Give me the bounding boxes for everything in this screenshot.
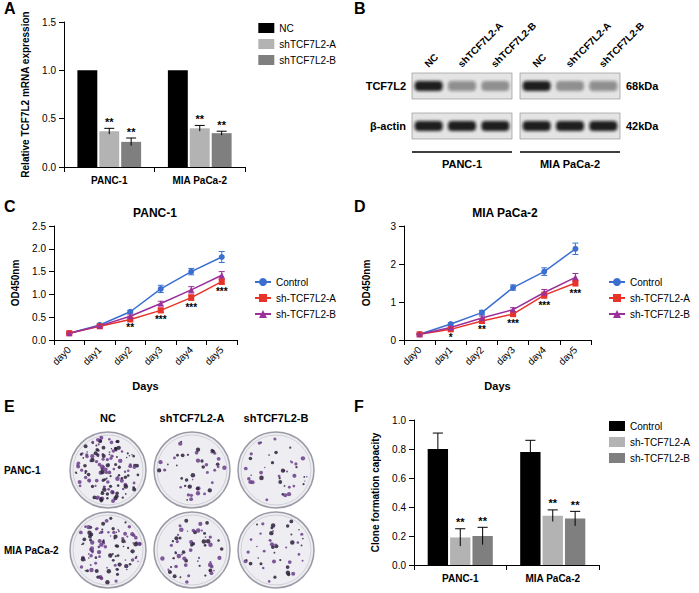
svg-text:NC: NC: [530, 51, 548, 69]
svg-text:NC: NC: [279, 23, 293, 34]
svg-text:**: **: [478, 515, 487, 527]
svg-text:shTCF7L2-A: shTCF7L2-A: [160, 412, 225, 424]
svg-text:***: ***: [155, 314, 167, 325]
html-text:C: C: [4, 198, 16, 215]
svg-text:MIA PaCa-2: MIA PaCa-2: [540, 158, 600, 170]
svg-text:day2: day2: [463, 344, 486, 367]
svg-text:68kDa: 68kDa: [626, 80, 659, 92]
svg-text:day5: day5: [556, 344, 579, 367]
svg-text:OD450nm: OD450nm: [361, 260, 372, 307]
svg-text:MIA PaCa-2: MIA PaCa-2: [525, 573, 580, 584]
svg-text:day3: day3: [494, 344, 517, 367]
svg-text:***: ***: [185, 302, 197, 313]
svg-text:0.2: 0.2: [392, 531, 406, 542]
svg-text:MIA PaCa-2: MIA PaCa-2: [472, 206, 538, 220]
svg-text:shTCF7L2-B: shTCF7L2-B: [597, 20, 646, 69]
svg-text:Days: Days: [132, 380, 158, 392]
svg-text:NC: NC: [422, 51, 440, 69]
svg-text:**: **: [127, 126, 136, 138]
html-text:D: D: [354, 198, 366, 215]
svg-text:0.0: 0.0: [392, 560, 406, 571]
svg-text:0.4: 0.4: [392, 502, 406, 513]
svg-text:1.0: 1.0: [42, 65, 56, 76]
svg-text:shTCF7L2-B: shTCF7L2-B: [489, 20, 539, 70]
svg-text:42kDa: 42kDa: [626, 120, 659, 132]
svg-text:**: **: [126, 322, 134, 333]
svg-text:**: **: [571, 499, 580, 511]
svg-text:1.0: 1.0: [32, 289, 46, 300]
svg-text:day1: day1: [81, 344, 104, 367]
svg-text:3: 3: [390, 221, 396, 232]
svg-text:1.5: 1.5: [32, 266, 46, 277]
svg-text:day4: day4: [172, 344, 195, 367]
svg-text:0.5: 0.5: [32, 312, 46, 323]
svg-text:sh-TCF7L2-B: sh-TCF7L2-B: [276, 309, 336, 320]
svg-text:0.0: 0.0: [32, 335, 46, 346]
html-text:B: B: [354, 0, 366, 17]
svg-text:OD450nm: OD450nm: [10, 260, 21, 307]
svg-text:**: **: [548, 497, 557, 509]
svg-text:0.5: 0.5: [42, 113, 56, 124]
svg-text:Control: Control: [276, 277, 308, 288]
svg-text:day4: day4: [525, 344, 548, 367]
svg-text:1: 1: [390, 297, 396, 308]
svg-text:**: **: [217, 119, 226, 131]
svg-text:*: *: [449, 332, 453, 343]
svg-text:Control: Control: [630, 421, 662, 432]
svg-text:2.5: 2.5: [32, 221, 46, 232]
svg-text:1.0: 1.0: [392, 415, 406, 426]
svg-text:day0: day0: [50, 344, 73, 367]
svg-text:***: ***: [538, 300, 550, 311]
svg-text:day0: day0: [400, 344, 423, 367]
html-text:A: A: [4, 0, 16, 17]
svg-text:**: **: [105, 116, 114, 128]
svg-text:0.0: 0.0: [42, 162, 56, 173]
svg-text:day1: day1: [432, 344, 455, 367]
svg-text:shTCF7L2-A: shTCF7L2-A: [279, 39, 336, 50]
svg-text:***: ***: [570, 288, 582, 299]
html-text:F: F: [354, 398, 364, 415]
svg-text:sh-TCF7L2-B: sh-TCF7L2-B: [630, 309, 690, 320]
svg-text:shTCF7L2-A: shTCF7L2-A: [563, 20, 614, 70]
svg-text:NC: NC: [100, 412, 116, 424]
svg-text:Days: Days: [484, 380, 510, 392]
svg-text:MIA PaCa-2: MIA PaCa-2: [172, 175, 227, 186]
svg-text:shTCF7L2-B: shTCF7L2-B: [244, 412, 309, 424]
svg-text:day3: day3: [142, 344, 165, 367]
svg-text:day5: day5: [203, 344, 226, 367]
svg-text:0.6: 0.6: [392, 473, 406, 484]
svg-text:day2: day2: [111, 344, 134, 367]
svg-text:TCF7L2: TCF7L2: [366, 80, 406, 92]
svg-text:2: 2: [390, 259, 396, 270]
svg-text:sh-TCF7L2-A: sh-TCF7L2-A: [276, 293, 336, 304]
svg-text:***: ***: [507, 318, 519, 329]
svg-text:***: ***: [216, 286, 228, 297]
svg-text:sh-TCF7L2-A: sh-TCF7L2-A: [630, 437, 690, 448]
svg-text:β-actin: β-actin: [370, 120, 406, 132]
html-text:E: E: [4, 398, 15, 415]
svg-text:**: **: [478, 324, 486, 335]
svg-text:**: **: [195, 113, 204, 125]
svg-text:MIA PaCa-2: MIA PaCa-2: [4, 545, 59, 556]
svg-text:Control: Control: [630, 277, 662, 288]
svg-text:Relative TCF7L2 mRNA expressio: Relative TCF7L2 mRNA expression: [20, 11, 31, 177]
svg-text:2.0: 2.0: [32, 243, 46, 254]
svg-text:PANC-1: PANC-1: [91, 175, 128, 186]
svg-text:1.5: 1.5: [42, 17, 56, 28]
svg-text:PANC-1: PANC-1: [4, 465, 41, 476]
svg-text:sh-TCF7L2-A: sh-TCF7L2-A: [630, 293, 690, 304]
svg-text:PANC-1: PANC-1: [133, 206, 177, 220]
svg-text:shTCF7L2-A: shTCF7L2-A: [455, 20, 506, 70]
svg-text:**: **: [456, 516, 465, 528]
svg-text:shTCF7L2-B: shTCF7L2-B: [279, 55, 336, 66]
svg-text:sh-TCF7L2-B: sh-TCF7L2-B: [630, 453, 690, 464]
svg-text:0: 0: [390, 335, 396, 346]
svg-text:PANC-1: PANC-1: [442, 158, 482, 170]
svg-text:PANC-1: PANC-1: [442, 573, 479, 584]
svg-text:0.8: 0.8: [392, 444, 406, 455]
svg-text:Clone formation capacity: Clone formation capacity: [370, 432, 381, 552]
